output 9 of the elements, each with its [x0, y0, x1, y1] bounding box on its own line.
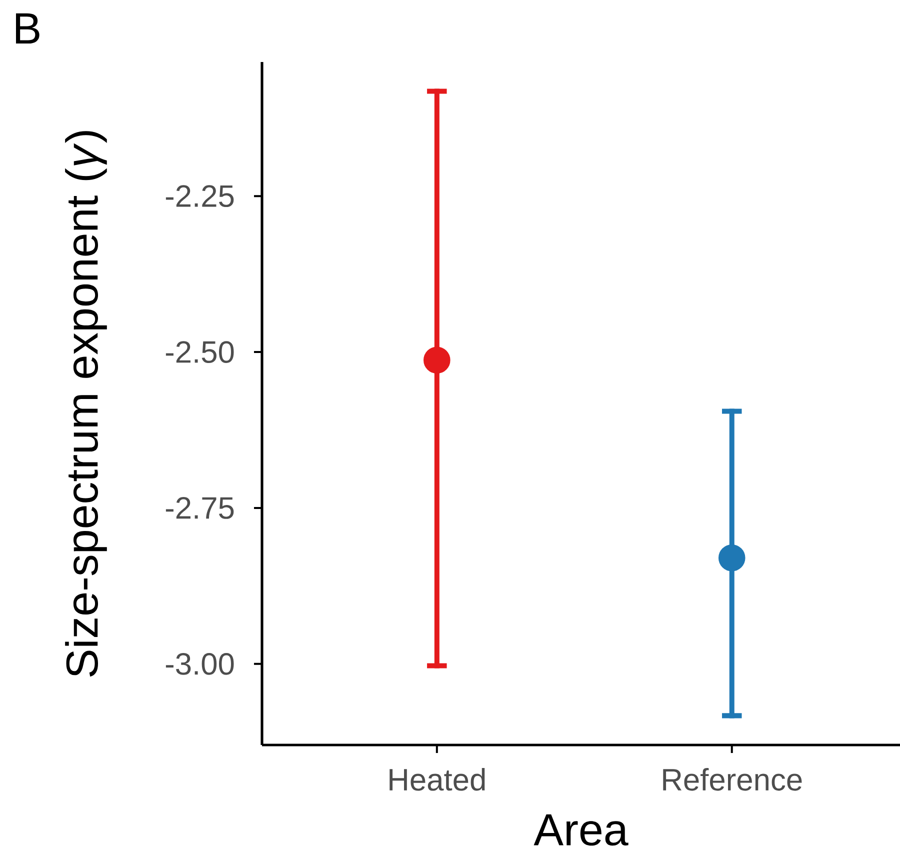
y-tick-label: -2.75 — [166, 497, 234, 519]
y-tick-label: -2.50 — [166, 341, 234, 363]
y-tick-label: -3.00 — [166, 652, 234, 675]
y-axis-title: Size-spectrum exponent (γ) — [65, 131, 107, 677]
chart-title: B — [16, 13, 40, 44]
y-tick-label: -2.25 — [166, 185, 234, 208]
x-axis-title: Area — [534, 814, 628, 846]
x-tick-label: Reference — [663, 768, 802, 791]
x-tick-label: Heated — [390, 768, 485, 791]
